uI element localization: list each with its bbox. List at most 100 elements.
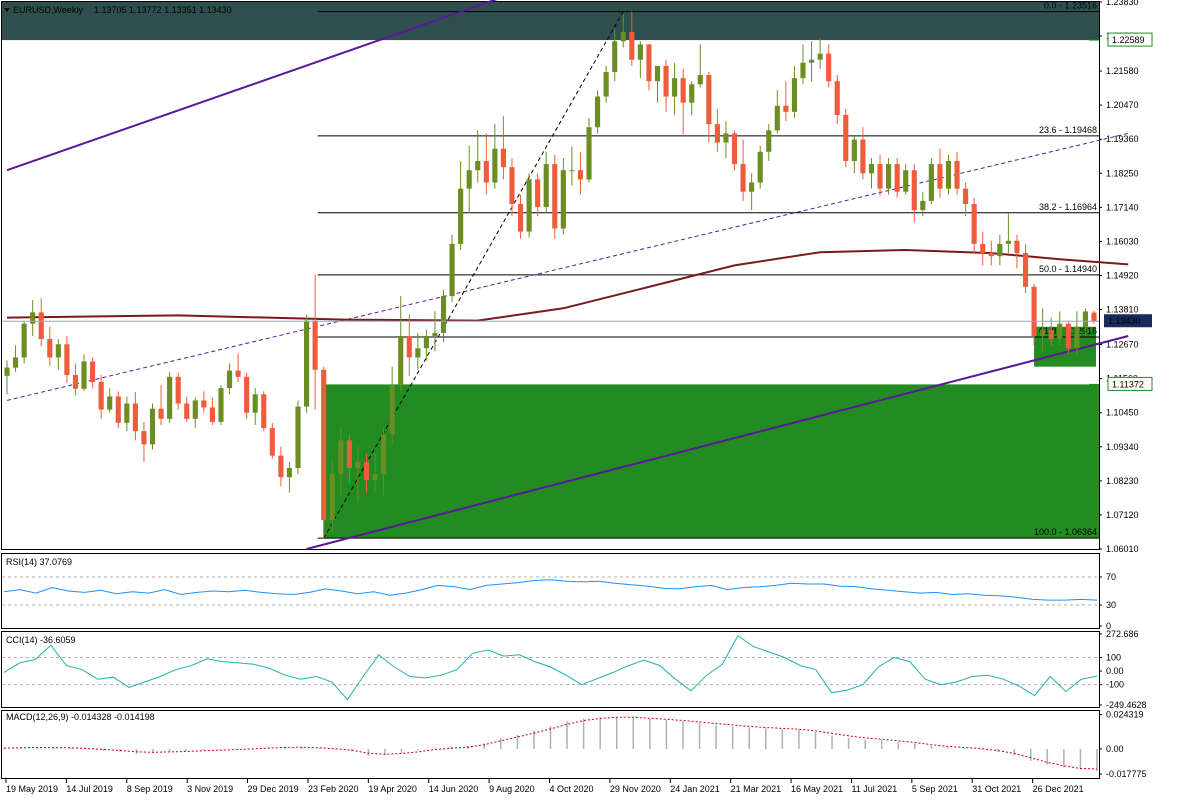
price-tick-label: 1.21580 [1106,66,1139,76]
candle-body [81,361,87,389]
candle-body [577,170,584,180]
indicator-tick-label: 0.00 [1106,666,1124,676]
price-tick-label: 1.20470 [1106,100,1139,110]
trendline-dashed-channel [6,132,1129,401]
candle-body [646,44,652,82]
candle-body [920,200,926,211]
date-tick-label: 24 Jan 2021 [670,784,720,794]
collapse-triangle-icon[interactable] [4,8,10,12]
date-tick-label: 21 Mar 2021 [731,784,782,794]
candle-body [988,253,994,257]
indicator-tick-label: 0.00 [1106,744,1124,754]
candle-body [868,164,875,174]
fib-label: 100.0 - 1.06364 [1034,527,1097,537]
candle-body [808,59,815,63]
candle-body [184,403,190,419]
candle-body [4,367,10,376]
candle-body [167,376,173,419]
candle-body [963,188,969,204]
candle-body [629,32,635,60]
date-tick-label: 26 Dec 2021 [1033,784,1084,794]
indicator-tick-label: 0.024319 [1106,710,1144,720]
candle-body [21,323,27,358]
date-tick-label: 19 Apr 2020 [368,784,417,794]
symbol-timeframe: EURUSD,Weekly [13,5,83,15]
candle-body [226,370,233,389]
candle-body [149,408,156,445]
indicator-tick-label: 30 [1106,600,1116,610]
price-tick-label: 1.19360 [1106,134,1139,144]
candle-body [432,332,438,336]
price-level-box [1107,32,1153,47]
candle-body [98,382,104,410]
current-price-label: 1.13430 [1108,316,1141,326]
candle-body [381,434,387,475]
price-tick-label: 1.06010 [1106,544,1139,554]
date-tick-label: 5 Sep 2021 [912,784,958,794]
candle-body [535,179,541,208]
candle-body [877,164,883,189]
fibonacci-levels: 0.0 - 1.23516 23.6 - 1.19468 38.2 - 1.1696… [317,1,1099,539]
price-tick-label: 1.23830 [1106,0,1139,7]
candle-body [954,161,960,189]
date-tick-label: 23 Feb 2020 [308,784,359,794]
indicator-titles: RSI(14) 37.0769 CCI(14) -36.6059 MACD(12… [6,557,155,722]
candle-body [406,335,412,358]
candle-body [346,440,352,468]
candle-body [560,170,566,229]
candle-body [141,431,147,445]
candle-body [697,75,703,85]
candle-body [244,376,250,413]
candle-body [1005,240,1011,244]
candle-body [338,440,344,475]
macd-signal-line [3,716,1098,770]
candle-body [500,148,506,168]
price-tick-label: 1.18250 [1106,168,1139,178]
macd-panel-frame [1,710,1100,779]
price-tick-label: 1.17140 [1106,202,1139,212]
indicator-line [3,579,1098,601]
price-tick-label: 1.09340 [1106,442,1139,452]
candle-body [783,105,789,112]
fib-label: 50.0 - 1.14940 [1039,264,1097,274]
candle-body [201,400,207,408]
candle-body [509,167,515,204]
price-axis: 1.238301.227201.215801.204701.193601.182… [2,0,1153,554]
candle-body [235,370,241,377]
candle-body [483,161,489,183]
price-level-label: 1.22589 [1112,35,1145,45]
candle-body [1057,323,1063,340]
price-tick-label: 1.13810 [1106,305,1139,315]
rsi-panel-frame [1,553,1100,629]
price-tick-label: 1.12670 [1106,340,1139,350]
zones [2,2,1099,539]
moving-average [6,248,1129,322]
candles [4,11,1097,539]
trendline-lower-support [306,335,1129,550]
candle-body [749,182,755,192]
date-tick-label: 29 Dec 2019 [248,784,299,794]
candle-body [218,388,224,422]
candle-body [321,369,327,521]
candle-body [158,408,164,419]
price-tick-label: 1.14920 [1106,271,1139,281]
candle-body [303,320,310,407]
moving-average-line [6,248,1129,322]
candle-body [1082,311,1089,327]
candle-body [466,170,472,189]
candle-body [372,474,378,481]
candle-body [774,105,780,131]
candle-body [132,403,138,432]
date-axis: 19 May 2019 14 Jul 2019 8 Sep 2019 3 Nov 20… [5,779,1084,794]
candle-body [1091,312,1097,322]
candle-body [997,243,1003,257]
candle-body [928,164,934,201]
candle-body [363,461,370,481]
candle-body [569,170,575,172]
candle-body [449,243,455,297]
candle-body [672,78,678,97]
candle-body [843,114,849,162]
trendline-upper-channel [6,0,498,172]
candle-body [689,84,695,103]
indicator-tick-label: 0 [1106,621,1111,631]
